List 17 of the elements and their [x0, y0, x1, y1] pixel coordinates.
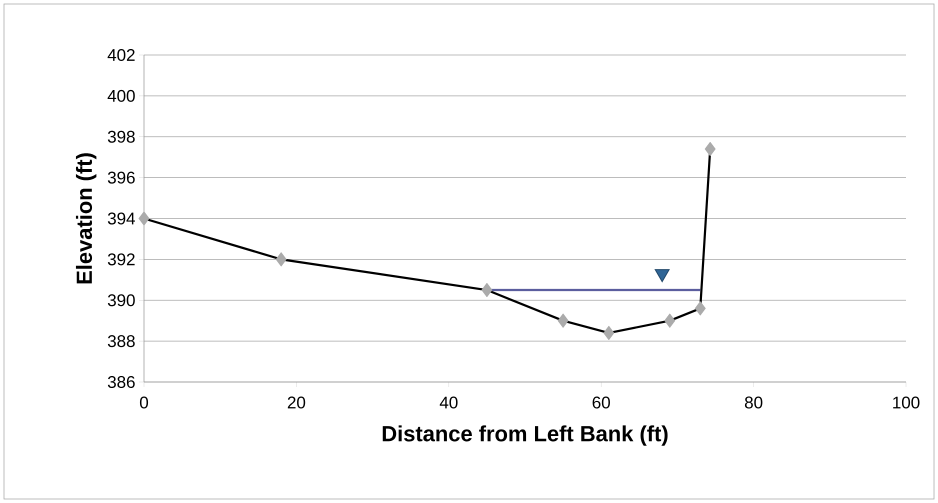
x-tick-label: 80 — [744, 396, 762, 409]
y-tick-label: 394 — [108, 212, 135, 224]
y-tick-label: 386 — [108, 376, 135, 388]
y-tick-label: 388 — [108, 335, 135, 348]
y-tick-label: 402 — [108, 49, 135, 61]
x-tick-label: 40 — [440, 396, 458, 409]
y-axis-title: Elevation (ft) — [76, 153, 96, 284]
y-tick-label: 390 — [108, 294, 135, 306]
y-tick-label: 398 — [108, 130, 135, 143]
x-tick-label: 0 — [140, 396, 148, 409]
x-tick-label: 60 — [592, 396, 610, 409]
y-tick-label: 400 — [108, 90, 135, 102]
x-axis-title: Distance from Left Bank (ft) — [382, 425, 668, 446]
y-tick-label: 392 — [108, 253, 135, 266]
x-tick-label: 100 — [893, 396, 920, 409]
y-tick-label: 396 — [108, 172, 135, 184]
x-tick-label: 20 — [288, 396, 306, 409]
